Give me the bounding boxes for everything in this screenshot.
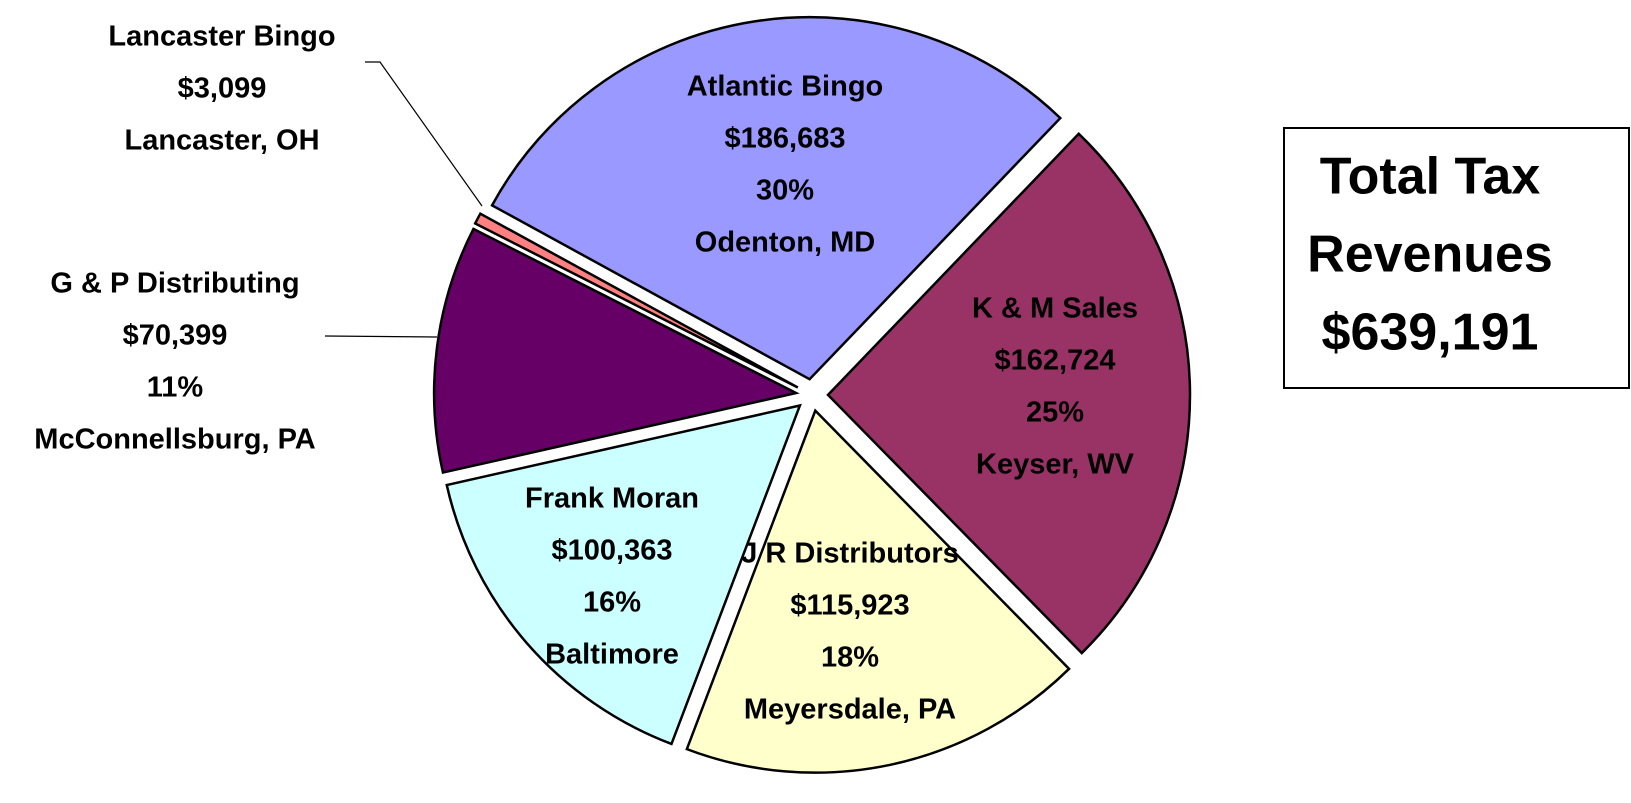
location-label: Keyser, WV [976,449,1135,481]
pie-slice [445,403,802,746]
pie-slice [685,408,1071,774]
percent-label: 11% [147,372,204,404]
location-label: McConnellsburg, PA [34,424,315,456]
value-label: $100,363 [552,535,673,567]
location-label: Meyersdale, PA [744,694,956,726]
pie-slice [432,227,800,475]
pie-slice [826,132,1192,655]
leader-line [365,61,483,207]
percent-label: 30% [756,175,814,207]
pie-slice [473,211,799,389]
location-label: Baltimore [545,639,679,671]
value-label: $186,683 [725,123,846,155]
pie-slice [490,16,1063,381]
slice-label: G & P Distributing [50,268,299,300]
slice-label: Frank Moran [525,483,699,515]
location-label: Lancaster, OH [124,125,319,157]
slice-label: J R Distributors [741,538,959,570]
percent-label: 18% [821,642,879,674]
value-label: $115,923 [790,590,909,622]
value-label: $3,099 [178,73,267,105]
total-box [1283,127,1630,389]
slice-label: Lancaster Bingo [108,21,335,53]
value-label: $162,724 [995,345,1116,377]
annotation: $639,191 [1322,304,1539,362]
slice-label: Atlantic Bingo [687,71,884,103]
slice-label: K & M Sales [972,293,1138,325]
percent-label: 25% [1026,397,1084,429]
annotation: Total Tax [1320,148,1541,206]
annotation: Revenues [1307,226,1553,284]
percent-label: 16% [583,587,641,619]
leader-line [324,335,438,338]
value-label: $70,399 [123,320,228,352]
location-label: Odenton, MD [695,227,875,259]
